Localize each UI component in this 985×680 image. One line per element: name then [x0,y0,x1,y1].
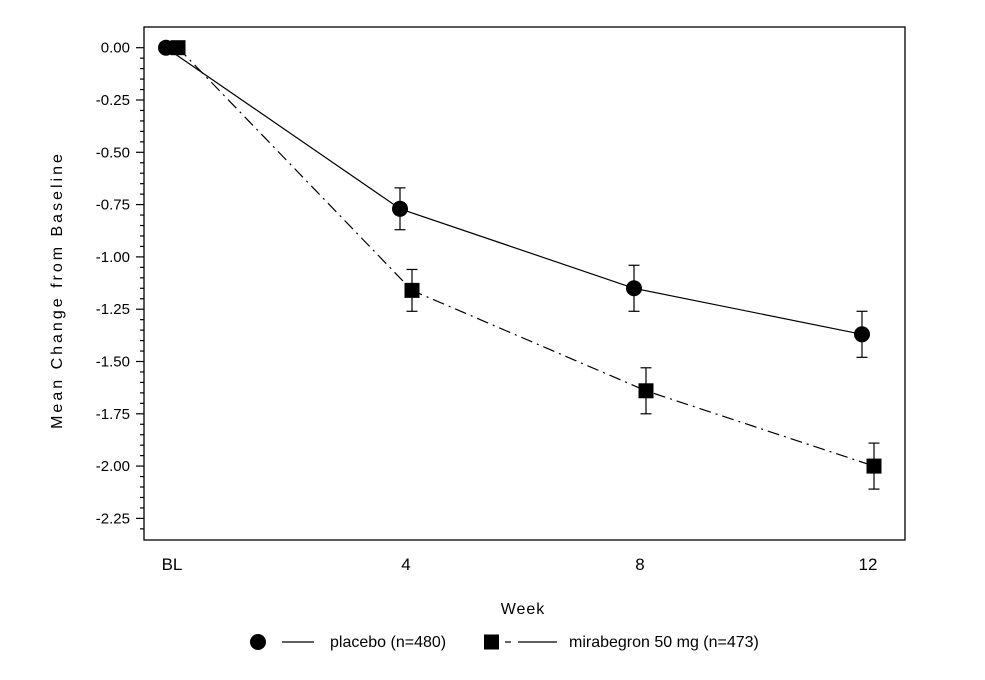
legend-square-marker-icon [484,634,499,650]
y-axis-ticks: 0.00 -0.25 -0.50 -0.75 -1.00 -1.25 -1.50 -1.75 -… [96,40,144,530]
y-tick-label: -0.50 [96,144,130,161]
y-tick-label: -1.00 [96,249,130,266]
plot-frame [143,26,906,541]
y-tick-label: -0.75 [96,197,130,214]
legend-label-mirabegron: mirabegron 50 mg (n=473) [569,634,759,651]
data-point-placebo-12 [854,326,870,343]
data-point-mirabegron-4 [404,282,420,298]
x-tick-label: 12 [859,555,878,574]
legend-circle-marker-icon [250,634,266,650]
data-series [158,39,882,490]
data-point-mirabegron-BL [170,40,186,56]
x-axis-labels: BL 4 8 12 [162,555,878,574]
x-tick-label: 8 [635,555,644,574]
y-tick-label: -1.75 [96,406,130,423]
legend-label-placebo: placebo (n=480) [330,634,446,651]
y-tick-label: -2.25 [96,510,130,527]
data-point-mirabegron-12 [866,458,882,474]
data-point-placebo-4 [392,200,408,217]
y-tick-label: -1.25 [96,301,130,318]
x-tick-label: 4 [401,555,410,574]
y-tick-label: -1.50 [96,354,130,371]
x-tick-label: BL [162,555,183,574]
data-point-placebo-8 [626,280,642,297]
series-placebo [158,39,870,358]
y-tick-label: -0.25 [96,92,130,109]
data-point-placebo-BL [158,39,174,56]
y-axis-title: Mean Change from Baseline [49,151,66,429]
series-line-mirabegron [177,47,875,467]
data-point-mirabegron-8 [638,383,654,399]
legend: placebo (n=480) mirabegron 50 mg (n=473) [250,634,759,651]
series-line-placebo [165,47,863,335]
y-tick-label: 0.00 [101,40,130,57]
series-mirabegron [170,40,882,490]
y-tick-label: -2.00 [96,458,130,475]
x-axis-title: Week [501,601,546,618]
